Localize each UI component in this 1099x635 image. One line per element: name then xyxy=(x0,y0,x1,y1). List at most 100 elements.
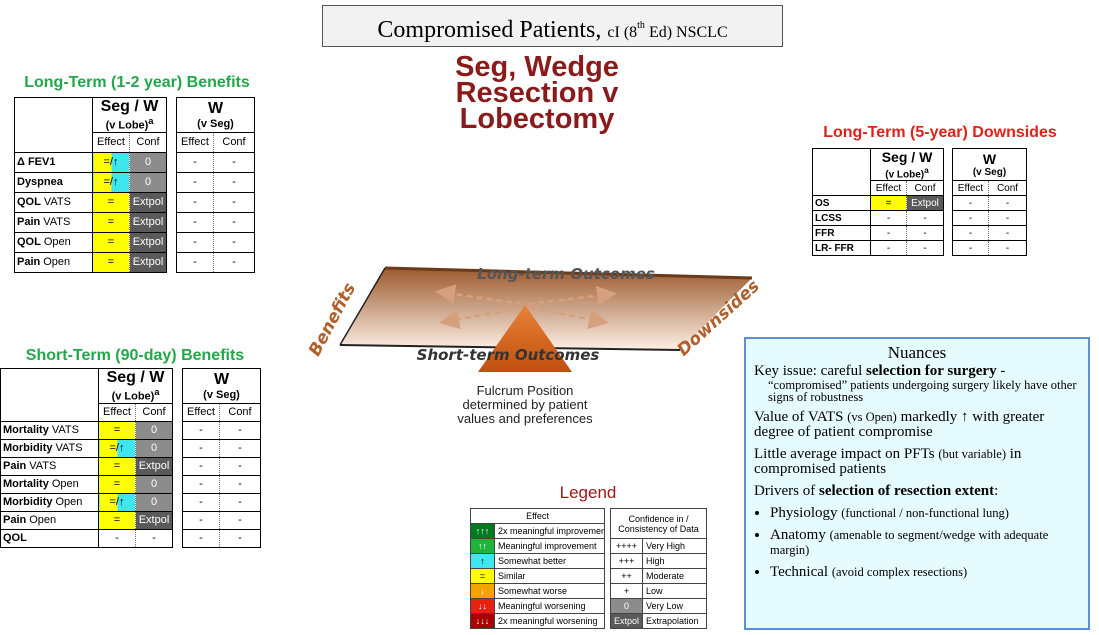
rating-cell: 0 xyxy=(136,439,173,457)
text: Little average impact on PFTs xyxy=(754,446,938,462)
label-detail: VATS xyxy=(43,216,70,228)
effect-text: Similar xyxy=(495,569,605,584)
note: (v Seg) xyxy=(973,167,1006,178)
label-detail: VATS xyxy=(52,424,79,436)
rating-cell: - xyxy=(177,152,214,172)
effect-symbol: ↑↑↑ xyxy=(471,524,495,539)
gap xyxy=(167,132,177,152)
row-label: Δ FEV1 xyxy=(15,152,93,172)
row-label: MorbidityVATS xyxy=(1,439,99,457)
gap xyxy=(167,252,177,272)
row-label: PainOpen xyxy=(15,252,93,272)
bullet: Anatomy (amenable to segment/wedge with … xyxy=(770,528,1080,558)
rating-cell: - xyxy=(177,252,214,272)
table-title: Long-Term (5-year) Downsides xyxy=(780,124,1099,142)
rating-cell: Extpol xyxy=(907,196,944,211)
confidence-text: Extrapolation xyxy=(643,614,707,629)
aside: (functional / non-functional lung) xyxy=(841,506,1009,520)
effect-text: Somewhat better xyxy=(495,554,605,569)
table-row: FFR---- xyxy=(813,226,1027,241)
legend-row: ↑Somewhat better+++High xyxy=(471,554,707,569)
legend-header: Effect xyxy=(471,509,605,524)
label-detail: VATS xyxy=(29,460,56,472)
rating-cell: Extpol xyxy=(130,192,167,212)
rating-cell: = xyxy=(93,252,130,272)
main-title: Seg, Wedge Resection v Lobectomy xyxy=(387,54,687,132)
nuance: Little average impact on PFTs (but varia… xyxy=(754,447,1080,477)
gap xyxy=(944,181,953,196)
group-note: (v Lobe)a xyxy=(871,165,943,180)
rating-cell: Extpol xyxy=(130,252,167,272)
effect-symbol: ↓↓ xyxy=(471,599,495,614)
row-label: QOLVATS xyxy=(15,192,93,212)
footnote: a xyxy=(148,116,153,126)
label-detail: VATS xyxy=(56,442,83,454)
rating-cell: - xyxy=(907,241,944,256)
rating-cell: - xyxy=(183,493,220,511)
label: OS xyxy=(815,198,829,209)
label: Mortality xyxy=(3,424,49,436)
rating-cell: - xyxy=(220,493,261,511)
effect-text: Meaningful worsening xyxy=(495,599,605,614)
row-label: OS xyxy=(813,196,871,211)
subheader: Conf xyxy=(989,181,1027,196)
rating-cell: = xyxy=(93,232,130,252)
bold-text: selection for surgery xyxy=(866,363,997,379)
rating-cell: = xyxy=(99,421,136,439)
group-note: (v Seg) xyxy=(183,389,260,401)
rating-cell: - xyxy=(183,475,220,493)
legend-row: ↓Somewhat worse+Low xyxy=(471,584,707,599)
note: (v Lobe) xyxy=(106,120,149,132)
page: Long-term Outcomes Short-term Outcomes B… xyxy=(0,0,1099,635)
rating-cell: 0 xyxy=(136,421,173,439)
table-row: PainVATS=Extpol-- xyxy=(1,457,261,475)
rating-cell: 0 xyxy=(136,493,173,511)
rating-cell: - xyxy=(136,529,173,547)
rating-cell: 0 xyxy=(130,172,167,192)
table-row: Δ FEV1=/↑0-- xyxy=(15,152,255,172)
label: FFR xyxy=(815,228,834,239)
label: Mortality xyxy=(3,478,49,490)
rating-cell: - xyxy=(220,475,261,493)
label-detail: Open xyxy=(29,514,56,526)
subheader: Conf xyxy=(220,403,261,421)
header-row: Seg / W(v Lobe)aW(v Seg) xyxy=(813,149,1027,181)
nuance: Key issue: careful selection for surgery… xyxy=(754,364,1080,403)
rating-cell: - xyxy=(220,439,261,457)
text: Technical xyxy=(770,564,832,580)
corner-cell xyxy=(813,149,871,196)
rating-cell: =/↑ xyxy=(93,172,130,192)
rating-cell: - xyxy=(183,457,220,475)
label: QOL xyxy=(17,236,41,248)
rating-cell: - xyxy=(214,252,255,272)
header-sup: th xyxy=(637,20,645,31)
fulcrum-caption: Fulcrum Position determined by patient v… xyxy=(445,384,605,426)
rating-cell: - xyxy=(220,529,261,547)
gap xyxy=(173,421,183,439)
table-row: OS=Extpol-- xyxy=(813,196,1027,211)
rating-cell: - xyxy=(99,529,136,547)
gap xyxy=(944,241,953,256)
rating-cell: - xyxy=(220,457,261,475)
gap xyxy=(944,226,953,241)
rating-cell: - xyxy=(871,226,907,241)
note: (v Seg) xyxy=(197,118,234,130)
group-name: W xyxy=(177,100,254,118)
rating-cell: - xyxy=(953,226,989,241)
table-title: Long-Term (1-2 year) Benefits xyxy=(8,74,266,92)
group-name: W xyxy=(953,151,1026,167)
rating-cell: - xyxy=(953,211,989,226)
rating-cell: - xyxy=(989,211,1027,226)
row-label: MortalityVATS xyxy=(1,421,99,439)
rating-cell: - xyxy=(214,212,255,232)
gap xyxy=(173,403,183,421)
bullet: Physiology (functional / non-functional … xyxy=(770,506,1080,521)
rating-cell: - xyxy=(989,196,1027,211)
label-detail: Open xyxy=(44,236,71,248)
rating-cell: - xyxy=(183,511,220,529)
label: LR- FFR xyxy=(815,243,854,254)
